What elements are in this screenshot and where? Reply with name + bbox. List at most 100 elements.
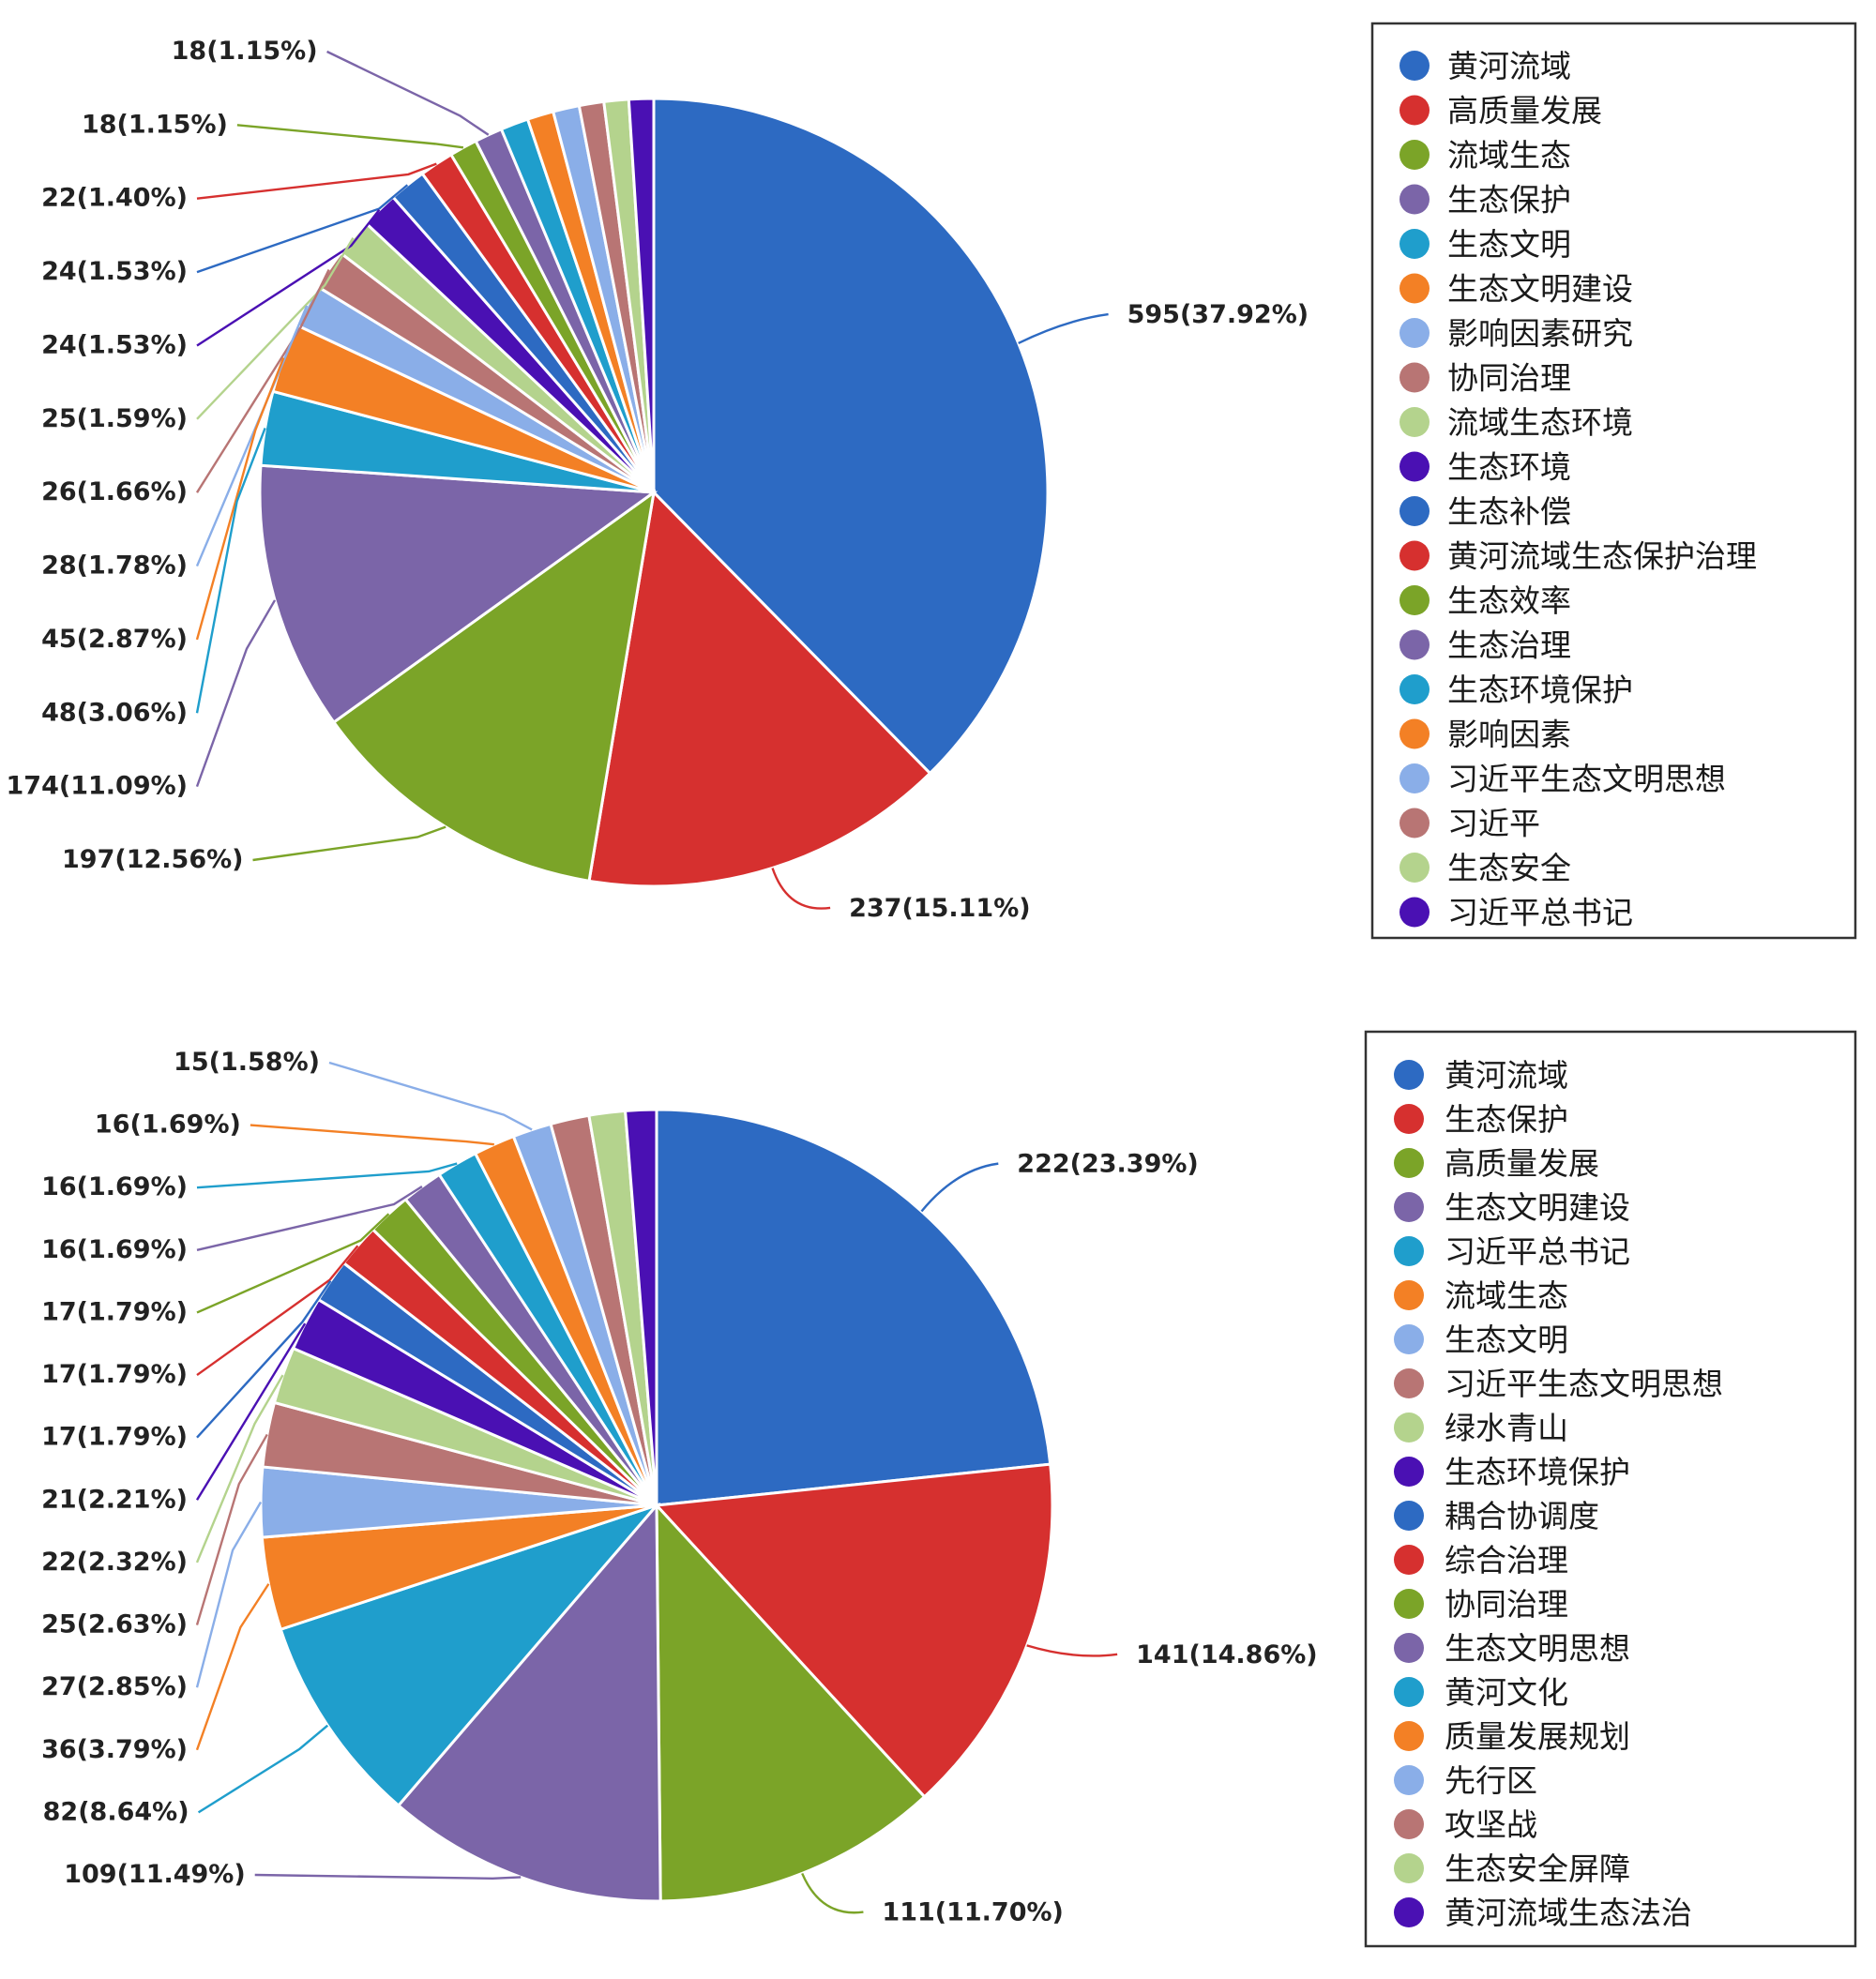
pie-slice xyxy=(623,1108,658,1506)
data-label: 18(1.15%) xyxy=(82,110,228,139)
data-label: 17(1.79%) xyxy=(41,1297,188,1326)
leader-line xyxy=(195,1501,263,1688)
legend-box xyxy=(1370,22,1857,940)
leader-line xyxy=(328,1061,533,1131)
legend-marker xyxy=(1394,1148,1424,1178)
leader-line xyxy=(195,1374,284,1564)
leader-line xyxy=(1026,1644,1118,1657)
legend: 黄河流域高质量发展流域生态生态保护生态文明生态文明建设影响因素研究协同治理流域生… xyxy=(1370,22,1857,940)
data-label: 17(1.79%) xyxy=(41,1360,188,1389)
data-label: 16(1.69%) xyxy=(41,1235,188,1264)
data-label: 174(11.09%) xyxy=(7,772,189,801)
legend-marker xyxy=(1399,674,1430,704)
legend-marker xyxy=(1399,184,1430,215)
leader-line xyxy=(196,1245,359,1377)
legend-marker xyxy=(1399,808,1430,838)
legend-marker xyxy=(1394,1324,1424,1354)
legend-label: 生态文明 xyxy=(1447,226,1571,263)
legend-marker xyxy=(1399,407,1430,437)
legend-label: 协同治理 xyxy=(1445,1586,1568,1623)
pie-chart-bottom: 222(23.39%) 141(14.86%) 111(11.70%) 15(1.58… xyxy=(41,1030,1857,1948)
pie-slice xyxy=(655,1502,927,1903)
leader-line xyxy=(197,1724,329,1814)
legend-marker xyxy=(1394,1368,1424,1398)
data-label: 25(2.63%) xyxy=(41,1610,188,1639)
leader-line xyxy=(196,237,355,420)
data-label: 237(15.11%) xyxy=(849,894,1031,923)
data-label: 36(3.79%) xyxy=(41,1735,188,1764)
legend-marker xyxy=(1394,1721,1424,1751)
legend-marker xyxy=(1394,1545,1424,1575)
data-label: 45(2.87%) xyxy=(41,625,188,654)
legend-label: 流域生态 xyxy=(1445,1277,1568,1314)
legend-label: 生态保护 xyxy=(1445,1101,1568,1138)
leader-line xyxy=(250,1124,494,1146)
legend-label: 流域生态 xyxy=(1447,137,1571,174)
legend-label: 黄河流域 xyxy=(1445,1057,1568,1094)
legend-marker xyxy=(1399,318,1430,348)
legend-label: 习近平 xyxy=(1447,806,1540,842)
leader-line xyxy=(195,1583,270,1751)
legend-label: 生态治理 xyxy=(1447,627,1571,664)
data-label: 16(1.69%) xyxy=(95,1110,241,1140)
legend-marker xyxy=(1394,1589,1424,1619)
legend-label: 生态环境保护 xyxy=(1445,1454,1630,1490)
data-label: 22(1.40%) xyxy=(41,184,188,213)
legend-box xyxy=(1364,1030,1857,1948)
leader-line xyxy=(195,1322,307,1501)
data-label: 18(1.15%) xyxy=(172,37,318,66)
legend-marker xyxy=(1394,1765,1424,1795)
pie-slice xyxy=(655,1108,1052,1507)
legend-marker xyxy=(1399,273,1430,304)
leader-line xyxy=(252,825,446,862)
legend-label: 黄河流域生态保护治理 xyxy=(1447,538,1757,575)
pie-slice xyxy=(258,463,658,725)
legend-label: 生态补偿 xyxy=(1447,493,1571,530)
legend-label: 习近平生态文明思想 xyxy=(1447,761,1726,797)
legend-label: 黄河流域 xyxy=(1447,48,1571,84)
legend-marker xyxy=(1394,1457,1424,1487)
legend-marker xyxy=(1394,1897,1424,1927)
legend-label: 生态文明 xyxy=(1445,1322,1568,1358)
legend-marker xyxy=(1399,585,1430,615)
legend-label: 协同治理 xyxy=(1447,360,1571,397)
legend-marker xyxy=(1394,1809,1424,1839)
legend-marker xyxy=(1399,853,1430,883)
legend-label: 习近平总书记 xyxy=(1447,895,1633,931)
legend-marker xyxy=(1394,1501,1424,1531)
data-label: 24(1.53%) xyxy=(41,257,188,286)
legend-marker xyxy=(1394,1236,1424,1266)
leader-line xyxy=(196,1162,458,1189)
legend-marker xyxy=(1394,1104,1424,1134)
data-label: 24(1.53%) xyxy=(41,330,188,359)
leader-line xyxy=(920,1162,999,1213)
data-label: 111(11.70%) xyxy=(882,1898,1064,1927)
legend-marker xyxy=(1399,718,1430,749)
data-label: 15(1.58%) xyxy=(174,1048,320,1077)
legend-label: 生态文明建设 xyxy=(1445,1189,1630,1226)
leader-line xyxy=(196,1280,332,1439)
leader-line xyxy=(801,1872,864,1914)
legend-label: 习近平生态文明思想 xyxy=(1445,1366,1723,1402)
legend-label: 黄河文化 xyxy=(1445,1674,1568,1711)
legend-label: 综合治理 xyxy=(1445,1542,1568,1579)
leader-line xyxy=(1018,312,1109,344)
legend-marker xyxy=(1399,897,1430,928)
leader-line xyxy=(195,1433,268,1625)
legend-marker xyxy=(1394,1853,1424,1883)
legend-label: 高质量发展 xyxy=(1445,1145,1599,1182)
legend-label: 绿水青山 xyxy=(1445,1410,1568,1446)
legend-label: 先行区 xyxy=(1445,1762,1537,1799)
legend-label: 生态环境保护 xyxy=(1447,672,1633,708)
legend-marker xyxy=(1394,1280,1424,1310)
legend-marker xyxy=(1399,95,1430,126)
legend-marker xyxy=(1399,51,1430,81)
data-label: 22(2.32%) xyxy=(41,1548,188,1577)
legend-label: 攻坚战 xyxy=(1445,1806,1537,1843)
data-label: 27(2.85%) xyxy=(41,1672,188,1701)
legend-marker xyxy=(1394,1633,1424,1663)
legend-label: 黄河流域生态法治 xyxy=(1445,1895,1692,1931)
data-label: 109(11.49%) xyxy=(64,1860,246,1889)
legend-marker xyxy=(1399,140,1430,170)
legend-label: 影响因素 xyxy=(1447,717,1571,753)
